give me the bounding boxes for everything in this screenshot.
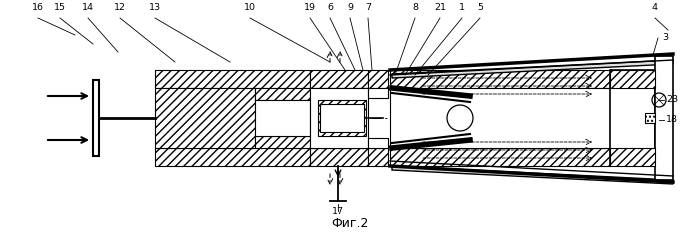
Text: 14: 14: [82, 3, 94, 12]
Bar: [320, 104, 364, 132]
Text: 19: 19: [304, 3, 316, 12]
Bar: [310, 88, 368, 148]
Bar: [255, 88, 310, 100]
Text: 4: 4: [652, 3, 658, 12]
Bar: [155, 148, 310, 166]
Text: 10: 10: [244, 3, 256, 12]
Bar: [655, 56, 673, 180]
Text: 23: 23: [666, 96, 678, 104]
Text: 17: 17: [332, 207, 344, 216]
Text: 1: 1: [459, 3, 465, 12]
Bar: [368, 138, 388, 148]
Bar: [610, 70, 655, 166]
Bar: [310, 148, 368, 166]
Text: 9: 9: [347, 3, 353, 12]
Text: 18: 18: [666, 115, 678, 125]
Bar: [93, 80, 99, 156]
Bar: [610, 70, 655, 88]
Bar: [310, 70, 368, 88]
Bar: [368, 70, 388, 88]
Text: Фиг.2: Фиг.2: [331, 217, 368, 230]
Text: 8: 8: [412, 3, 418, 12]
Bar: [255, 136, 310, 148]
Polygon shape: [392, 166, 673, 184]
Text: 16: 16: [32, 3, 44, 12]
Bar: [155, 70, 310, 88]
Text: 3: 3: [662, 34, 668, 42]
Text: 15: 15: [54, 3, 66, 12]
Text: 6: 6: [327, 3, 333, 12]
Bar: [368, 88, 388, 98]
Bar: [390, 148, 610, 166]
Bar: [390, 88, 610, 148]
Bar: [610, 148, 655, 166]
Text: 12: 12: [114, 3, 126, 12]
Bar: [255, 100, 310, 136]
Text: 13: 13: [149, 3, 161, 12]
Bar: [318, 100, 366, 136]
Text: 21: 21: [434, 3, 446, 12]
Bar: [368, 148, 388, 166]
Bar: [645, 113, 655, 123]
Text: 5: 5: [477, 3, 483, 12]
Text: 7: 7: [365, 3, 371, 12]
Polygon shape: [392, 60, 673, 78]
Bar: [155, 88, 255, 148]
Bar: [390, 70, 610, 88]
